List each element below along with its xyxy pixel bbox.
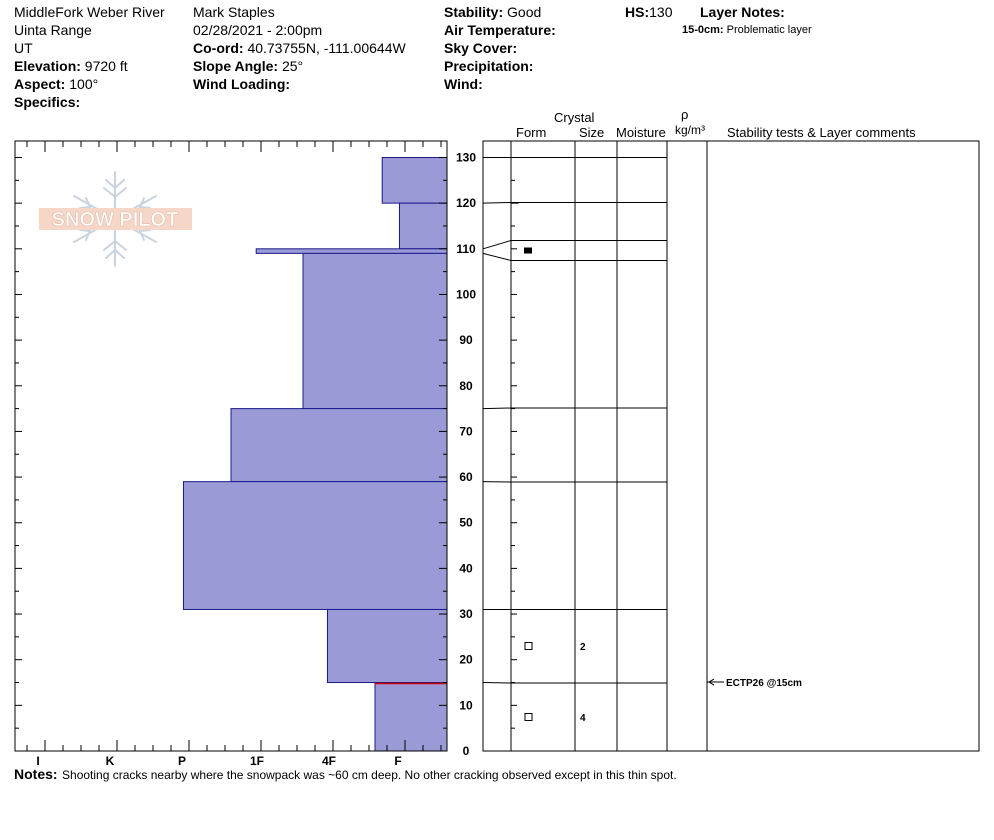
depth-tick-label: 10 (459, 698, 473, 712)
elevation-row: Elevation: 9720 ft (14, 59, 128, 73)
slope-row: Slope Angle: 25° (193, 59, 303, 73)
rho-header: ρ (681, 107, 689, 122)
logo-text: SNOW PILOT (52, 209, 179, 231)
depth-tick-label: 60 (459, 470, 473, 484)
elevation-value: 9720 ft (84, 58, 128, 74)
stability-tests: ECTP26 @15cm (707, 678, 802, 689)
layer-notes-label: Layer Notes: (700, 4, 785, 20)
layer-table-frame (482, 140, 980, 752)
range-name: Uinta Range (14, 22, 92, 38)
depth-tick-label: 80 (459, 379, 473, 393)
layer-table: 24 ECTP26 @15cm (482, 140, 980, 752)
depth-tick-label: 120 (456, 196, 476, 210)
grain-size-label: 4 (580, 713, 586, 724)
hardness-bar (255, 248, 448, 254)
table-depth-ticks (511, 157, 517, 752)
coord-label: Co-ord: (193, 40, 244, 56)
grain-form-icon (524, 713, 533, 721)
density-unit-header: kg/m³ (675, 123, 705, 137)
notes-text: Shooting cracks nearby where the snowpac… (62, 768, 677, 782)
layer-connector (482, 240, 512, 250)
state-name: UT (14, 40, 33, 56)
wind-label: Wind: (444, 76, 483, 92)
hardness-x-axis: I K P 1F 4F F (36, 754, 401, 768)
depth-tick-label: 20 (459, 653, 473, 667)
location-name: MiddleFork Weber River (14, 4, 165, 20)
coord-value: 40.73755N, -111.00644W (247, 40, 406, 56)
crystal-header: Crystal (554, 110, 595, 125)
stability-row: Stability: Good (444, 5, 541, 19)
layer-connector (482, 252, 512, 261)
grain-size-label: 2 (580, 642, 586, 653)
depth-y-axis: 0 10 20 30 40 50 60 70 80 90 100 110 120 130 (439, 151, 476, 758)
layer-note-text: Problematic layer (726, 24, 812, 36)
grain-form-icon (524, 642, 533, 650)
hardness-tick-label: P (178, 754, 186, 768)
elevation-label: Elevation: (14, 58, 81, 74)
stability-label: Stability: (444, 4, 504, 20)
hardness-tick-label: 1F (250, 754, 264, 768)
grain-form-icon (524, 247, 532, 254)
layer-connector (482, 407, 512, 410)
depth-tick-label: 90 (459, 333, 473, 347)
test-arrow-head (708, 678, 715, 686)
aspect-row: Aspect: 100° (14, 77, 98, 91)
test-label: ECTP26 @15cm (726, 678, 802, 689)
logo-banner (39, 208, 192, 230)
hardness-tick-label: 4F (322, 754, 336, 768)
observation-datetime: 02/28/2021 - 2:00pm (193, 22, 323, 38)
depth-tick-label: 130 (456, 151, 476, 165)
specifics-label: Specifics: (14, 94, 81, 110)
sky-cover-label: Sky Cover: (444, 40, 518, 56)
hardness-bar (381, 157, 448, 204)
hs-label: HS: (625, 4, 650, 20)
observer-name: Mark Staples (193, 4, 275, 20)
hardness-frame-ticks (15, 141, 442, 752)
hardness-bars (182, 157, 448, 752)
hs-value: 130 (649, 4, 673, 20)
coord-row: Co-ord: 40.73755N, -111.00644W (193, 41, 406, 55)
form-header: Form (516, 125, 547, 140)
grain-marks: 24 (512, 202, 586, 724)
notes: Notes: Shooting cracks nearby where the … (14, 767, 677, 783)
depth-tick-label: 0 (463, 744, 470, 758)
slope-label: Slope Angle: (193, 58, 279, 74)
hardness-bar (230, 408, 448, 483)
precipitation-label: Precipitation: (444, 58, 534, 74)
hardness-bar (182, 481, 448, 610)
wind-loading-label: Wind Loading: (193, 76, 291, 92)
layer-boundaries (482, 157, 667, 684)
depth-tick-label: 100 (456, 287, 476, 301)
hardness-tick-label: K (106, 754, 115, 768)
hardness-bar (374, 682, 448, 752)
slope-value: 25° (281, 58, 304, 74)
hardness-bar (398, 202, 448, 250)
stability-value: Good (507, 4, 542, 20)
depth-tick-label: 70 (459, 424, 473, 438)
hardness-tick-label: F (394, 754, 401, 768)
hs-row: HS:130 (625, 5, 672, 19)
layer-note-depth: 15-0cm: (682, 24, 724, 36)
depth-tick-label: 50 (459, 516, 473, 530)
aspect-label: Aspect: (14, 76, 66, 92)
comments-header: Stability tests & Layer comments (727, 125, 916, 140)
hardness-tick-label: I (36, 754, 39, 768)
moisture-header: Moisture (616, 125, 666, 140)
depth-tick-label: 40 (459, 561, 473, 575)
notes-label: Notes: (14, 766, 58, 782)
depth-tick-label: 30 (459, 607, 473, 621)
hardness-plot-frame (14, 140, 448, 752)
hardness-bar (302, 252, 448, 410)
hardness-bar (326, 608, 448, 684)
size-header: Size (579, 125, 605, 140)
snowpilot-logo: SNOW PILOT (39, 171, 192, 267)
layer-connector (482, 202, 512, 204)
aspect-value: 100° (69, 76, 99, 92)
air-temperature-label: Air Temperature: (444, 22, 556, 38)
layer-note: 15-0cm: Problematic layer (682, 25, 812, 36)
depth-tick-label: 110 (456, 242, 476, 256)
